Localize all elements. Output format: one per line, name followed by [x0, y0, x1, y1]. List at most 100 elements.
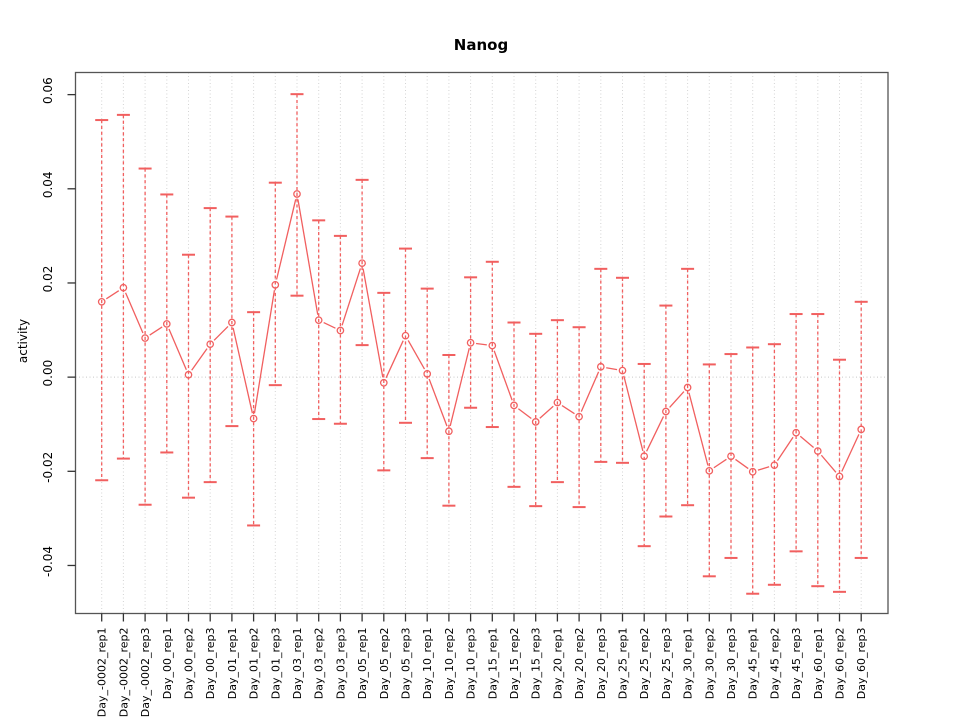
data-point: [792, 428, 800, 437]
x-tick-label: Day_00_rep2: [183, 628, 196, 700]
x-tick-label: Day_45_rep1: [747, 628, 760, 700]
data-point: [445, 427, 453, 436]
x-tick-label: Day_-0002_rep3: [139, 628, 152, 718]
x-tick-label: Day_00_rep1: [161, 628, 174, 700]
x-tick-label: Day_30_rep3: [725, 628, 738, 700]
x-tick-label: Day_05_rep2: [378, 628, 391, 700]
axes: [67, 71, 889, 622]
data-point: [293, 190, 301, 198]
x-tick-label: Day_20_rep2: [573, 628, 586, 700]
data-point: [770, 461, 779, 470]
data-point: [184, 370, 193, 379]
x-tick-label: Day_10_rep1: [421, 628, 434, 700]
y-axis-label: activity: [16, 319, 30, 363]
series-segment: [580, 371, 600, 412]
y-tick-label: -0.02: [41, 452, 55, 483]
series-segment: [493, 350, 513, 401]
x-tick-label: Day_01_rep2: [248, 628, 261, 700]
data-point: [531, 418, 540, 426]
x-tick-label: Day_30_rep2: [703, 628, 716, 700]
data-point: [314, 316, 323, 325]
x-tick-label: Day_00_rep3: [204, 628, 217, 700]
data-point: [618, 366, 627, 375]
series-segment: [297, 199, 319, 315]
series-segment: [449, 347, 470, 427]
data-point: [662, 407, 670, 416]
x-tick-label: Day_60_rep3: [855, 628, 868, 700]
data-point: [596, 362, 605, 371]
y-tick-label: -0.04: [41, 546, 55, 577]
y-tick-labels: 0.06 0.04 0.02 0.00 -0.02 -0.04: [41, 77, 55, 577]
x-tick-label: Day_05_rep3: [400, 628, 413, 700]
data-point: [488, 341, 497, 350]
data-point: [727, 452, 735, 461]
data-point: [119, 283, 128, 292]
x-tick-label: Day_15_rep1: [486, 628, 499, 700]
data-point: [748, 467, 757, 476]
data-point: [97, 297, 106, 306]
x-tick-label: Day_45_rep3: [790, 628, 803, 700]
plot-border: [74, 71, 889, 615]
data-point: [336, 326, 345, 335]
series-segment: [323, 321, 336, 329]
series-segment: [688, 392, 709, 466]
series-segment: [841, 434, 860, 472]
x-tick-label: Day_25_rep3: [660, 628, 673, 700]
x-tick-label: Day_05_rep1: [356, 628, 369, 700]
x-tick-label: Day_60_rep2: [834, 628, 847, 700]
x-tick-label: Day_30_rep1: [682, 628, 695, 700]
series-segment: [561, 405, 575, 415]
series-segment: [757, 466, 770, 471]
x-tick-label: Day_01_rep1: [226, 628, 239, 700]
x-tick-label: Day_20_rep1: [551, 628, 564, 700]
x-tick-label: Day_15_rep2: [508, 628, 521, 700]
data-point: [228, 318, 236, 327]
x-tick-label: Day_25_rep1: [617, 628, 630, 700]
series-segment: [213, 325, 229, 341]
series-segment: [149, 326, 163, 336]
x-tick-label: Day_03_rep3: [334, 628, 347, 700]
data-point: [379, 378, 388, 387]
series-segment: [407, 340, 426, 370]
x-tick-label: Day_15_rep3: [530, 628, 543, 700]
data-point: [401, 331, 410, 340]
series-segment: [820, 454, 837, 473]
series-segment: [646, 416, 665, 452]
series-line: [105, 199, 860, 473]
data-point: [553, 398, 562, 407]
data-points: [97, 190, 866, 481]
data-point: [141, 334, 149, 342]
series-segment: [168, 328, 187, 370]
data-point: [271, 281, 280, 289]
x-tick-label: Day_-0002_rep2: [117, 628, 130, 718]
series-segment: [735, 458, 749, 470]
series-segment: [799, 435, 815, 449]
series-segment: [191, 348, 208, 371]
x-tick-label: Day_01_rep3: [269, 628, 282, 700]
data-point: [249, 414, 258, 423]
y-tick-label: 0.06: [41, 77, 55, 104]
x-tick-label: Day_10_rep3: [465, 628, 478, 700]
data-point: [206, 340, 215, 349]
x-tick-label: Day_03_rep2: [313, 628, 326, 700]
data-point: [358, 259, 366, 268]
x-tick-label: Day_-0002_rep1: [96, 628, 109, 718]
series-segment: [606, 367, 618, 371]
data-point: [640, 452, 649, 461]
series-segment: [713, 458, 727, 469]
data-point: [683, 383, 692, 392]
y-tick-label: 0.04: [41, 171, 55, 198]
series-segment: [253, 290, 276, 414]
y-tick-label: 0.00: [41, 360, 55, 387]
series-segment: [669, 391, 685, 408]
data-point: [835, 472, 844, 481]
data-point: [813, 447, 822, 455]
series-segment: [623, 375, 644, 452]
series-segment: [275, 199, 297, 280]
error-bars: [95, 93, 868, 595]
gridlines: [101, 72, 862, 614]
x-tick-labels: Day_-0002_rep1 Day_-0002_rep2 Day_-0002_re…: [96, 628, 869, 718]
series-segment: [341, 268, 362, 326]
